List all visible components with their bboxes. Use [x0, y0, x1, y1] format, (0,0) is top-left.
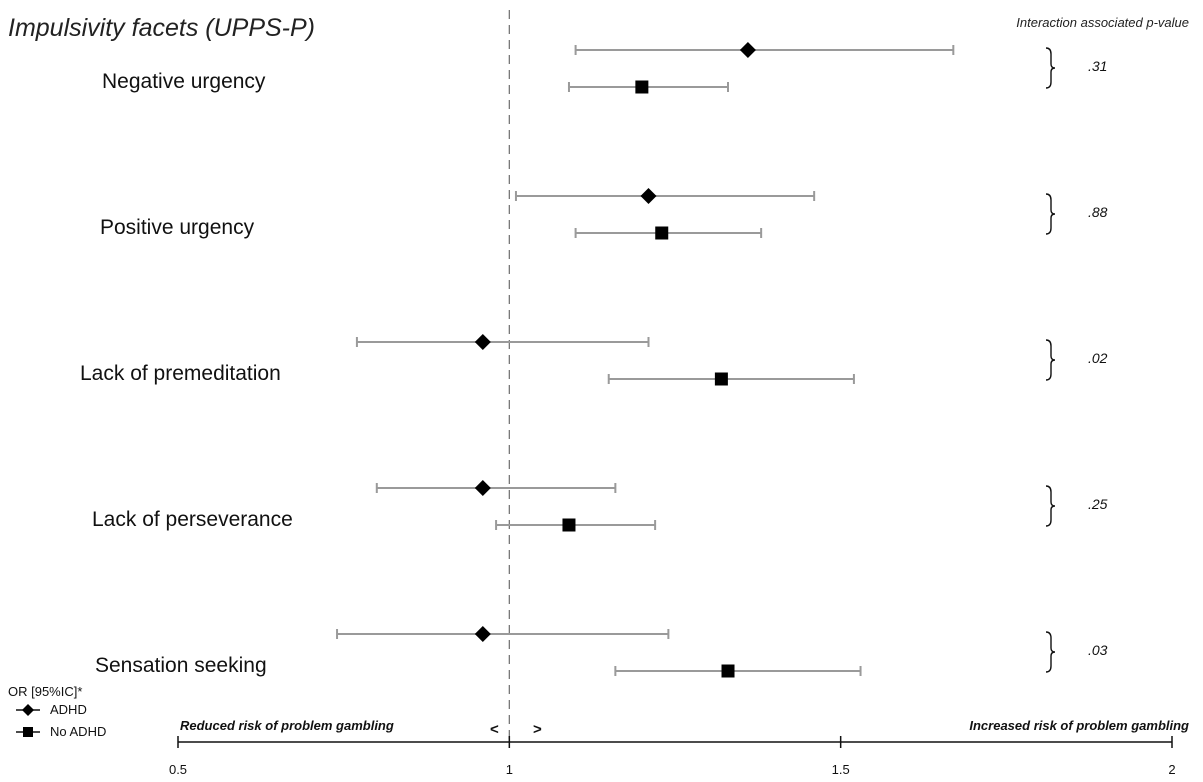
diamond-marker-icon	[16, 703, 40, 716]
p-value: .88	[1088, 204, 1108, 220]
p-value: .02	[1088, 350, 1108, 366]
x-tick-label: 0.5	[168, 762, 188, 777]
legend-title: OR [95%IC]*	[8, 684, 83, 699]
legend-label-no-adhd: No ADHD	[50, 724, 107, 739]
facet-label: Sensation seeking	[95, 654, 267, 677]
increased-risk-annotation: Increased risk of problem gambling	[969, 718, 1189, 733]
legend-item-no-adhd: No ADHD	[16, 724, 106, 739]
p-value: .31	[1088, 58, 1108, 74]
square-marker-no-adhd	[635, 80, 649, 94]
bracket	[1045, 485, 1056, 527]
pvalue-column-title: Interaction associated p-value	[1016, 15, 1189, 30]
reduced-risk-annotation: Reduced risk of problem gambling	[180, 718, 394, 733]
diamond-marker-adhd	[474, 480, 491, 496]
square-marker-no-adhd	[714, 372, 728, 386]
square-marker-no-adhd	[721, 664, 735, 678]
legend-label-adhd: ADHD	[50, 702, 87, 717]
diamond-marker-adhd	[474, 334, 491, 350]
x-tick-label: 1	[505, 762, 513, 777]
bracket	[1045, 47, 1056, 89]
diamond-marker-adhd	[739, 42, 756, 58]
x-tick-label: 1.5	[831, 762, 850, 777]
p-value: .03	[1088, 642, 1108, 658]
facet-label: Lack of perseverance	[92, 508, 293, 531]
bracket	[1045, 631, 1056, 673]
square-marker-icon	[16, 726, 40, 738]
square-marker-no-adhd	[562, 518, 576, 532]
legend-item-adhd: ADHD	[16, 702, 87, 717]
arrow-left: <	[490, 721, 499, 738]
facet-label: Positive urgency	[100, 216, 255, 239]
arrow-right: >	[533, 721, 542, 738]
diamond-marker-adhd	[474, 626, 491, 642]
bracket	[1045, 193, 1056, 235]
facet-label: Negative urgency	[102, 70, 266, 93]
x-tick-label: 2	[1168, 762, 1176, 777]
chart-title: Impulsivity facets (UPPS-P)	[8, 14, 316, 42]
bracket	[1045, 339, 1056, 381]
p-value: .25	[1088, 496, 1108, 512]
facet-label: Lack of premeditation	[80, 362, 281, 385]
square-marker-no-adhd	[655, 226, 669, 240]
diamond-marker-adhd	[640, 188, 657, 204]
